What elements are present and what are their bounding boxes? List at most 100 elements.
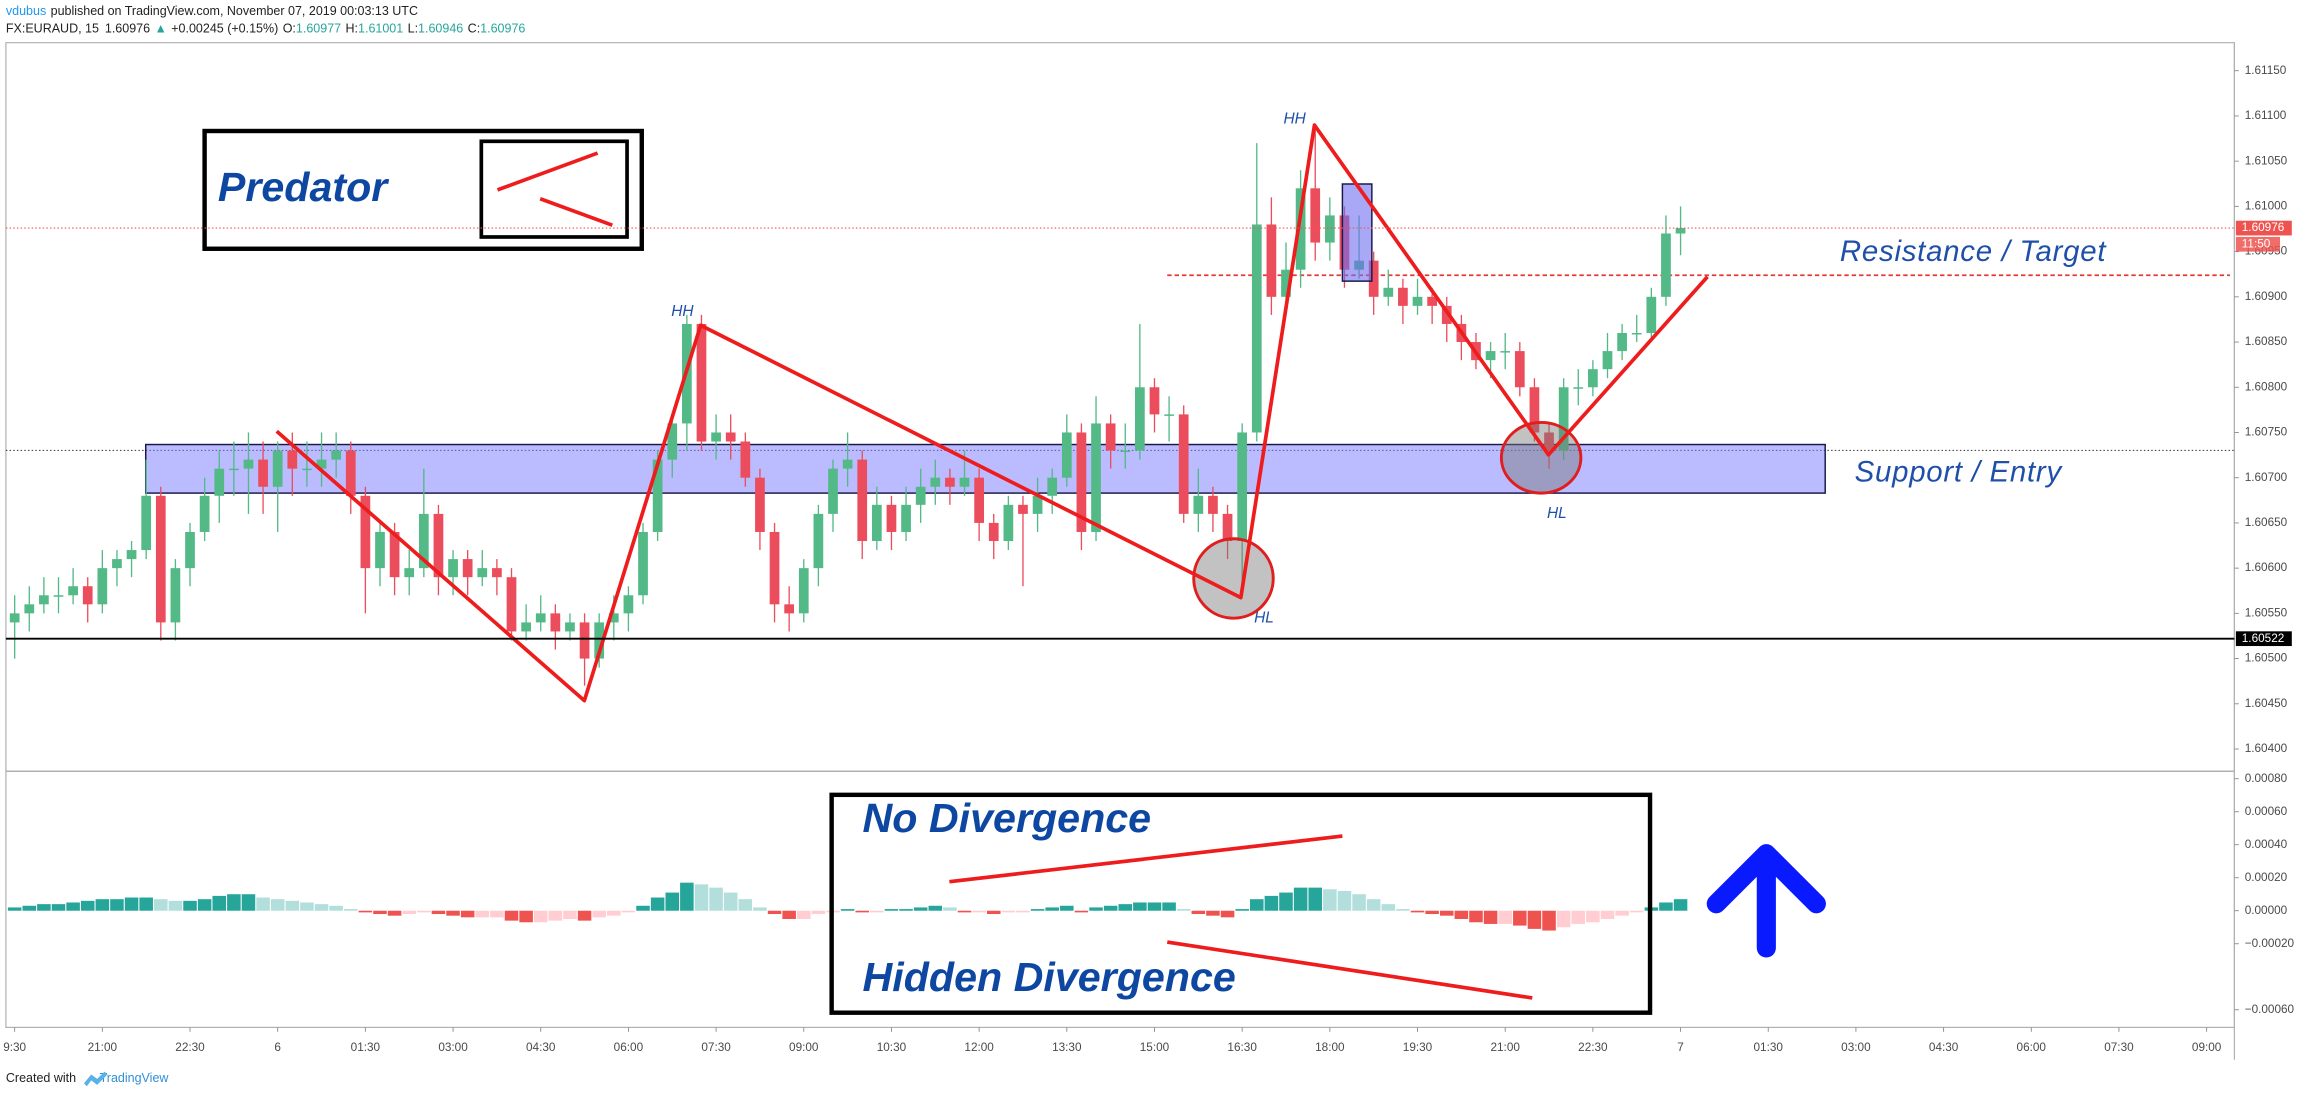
x-tick-label: 18:00 [1315, 1041, 1345, 1054]
histogram-bar [1527, 910, 1542, 929]
candle-body [1500, 351, 1511, 353]
divergence-line [949, 834, 1343, 884]
predator-box [202, 128, 644, 251]
histogram-bar [66, 902, 80, 911]
histogram-bar [1191, 910, 1206, 915]
icon-line [539, 196, 613, 227]
histogram-bar [1308, 887, 1323, 911]
countdown-tag [2235, 236, 2281, 252]
histogram-bar [1279, 892, 1293, 911]
candle-body [1631, 332, 1642, 335]
histogram-bar [723, 892, 738, 911]
histogram-bar [1659, 902, 1673, 911]
candle-body [360, 495, 371, 569]
published: published on TradingView.com, November 0… [51, 4, 418, 18]
y-tick-label: 1.61050 [2245, 154, 2288, 167]
candle-body [199, 495, 210, 532]
y-tick-label: 1.60400 [2245, 742, 2288, 755]
drawings-over: Predator Resistance / Target Support / E… [202, 110, 2107, 703]
candle-body [988, 522, 999, 542]
symbol: FX:EURAUD, 15 [6, 22, 99, 36]
candle-body [798, 568, 809, 614]
histogram-bar [358, 910, 373, 913]
histogram-bar [1323, 889, 1337, 911]
candle-body [1368, 260, 1379, 297]
candle-body [1544, 432, 1554, 451]
hl-circle [1192, 537, 1275, 620]
candle-body [711, 432, 721, 442]
indicator-drawings: No Divergence Hidden Divergence [829, 792, 1826, 1015]
divergence-box [829, 792, 1653, 1015]
candle-body [667, 423, 678, 460]
histogram-bar [139, 897, 153, 911]
histogram-bar [1176, 909, 1191, 911]
icon-line [496, 151, 599, 192]
histogram-bar [840, 909, 855, 911]
y-tick-label: 0.00020 [2245, 871, 2288, 884]
candle-body [652, 459, 663, 532]
logo [83, 1071, 108, 1087]
hh-label: HH [1284, 110, 1307, 127]
candle-body [1573, 387, 1584, 389]
y-tick-label: 0.00060 [2245, 805, 2288, 818]
x-tick-label: 22:30 [175, 1041, 205, 1054]
hh-label: HH [671, 303, 694, 320]
histogram-bar [1074, 910, 1089, 913]
candle-body [535, 613, 546, 623]
candle-body [784, 604, 795, 614]
candle-body [755, 477, 765, 532]
x-tick-label: 09:00 [789, 1041, 819, 1054]
histogram-bar [1337, 890, 1352, 911]
x-tick-label: 07:30 [701, 1041, 731, 1054]
candle-body [1588, 369, 1598, 388]
histogram-bar [1629, 910, 1644, 913]
histogram-bar [1556, 910, 1571, 928]
candle-body [1047, 477, 1058, 496]
candle-body [565, 622, 575, 632]
histogram-bar [1089, 907, 1103, 911]
x-tick-label: 04:30 [1929, 1041, 1959, 1054]
y-tick-label: −0.00020 [2245, 937, 2295, 950]
histogram-bar [1220, 910, 1235, 918]
histogram-bar [1366, 899, 1381, 911]
histogram-bar [533, 910, 548, 923]
histogram-bar [577, 910, 592, 921]
histogram-bar [548, 910, 563, 921]
y-tick-label: 1.60550 [2245, 606, 2288, 619]
x-tick-label: 01:30 [351, 1041, 381, 1054]
candle-body [1266, 224, 1277, 297]
candle-body [1003, 504, 1014, 542]
candle-body [345, 450, 356, 496]
candle-body [579, 622, 590, 659]
histogram-bar [490, 910, 504, 918]
price-tag-label: 1.60522 [2242, 632, 2285, 645]
candle-body [1076, 432, 1087, 532]
candle-body [1558, 387, 1569, 451]
histogram-bar [957, 910, 972, 913]
x-tick-label: 21:00 [88, 1041, 118, 1054]
histogram-bar [343, 909, 358, 911]
histogram-bar [300, 902, 314, 911]
histogram-bar [913, 907, 928, 911]
histogram-bar [811, 910, 826, 915]
histogram-bar [197, 899, 212, 911]
predator-icon-box [479, 139, 629, 239]
candle-body [1091, 423, 1101, 532]
footer-brand: TradingView [100, 1071, 170, 1085]
histogram-bar [1571, 910, 1586, 924]
candle-body [112, 559, 122, 569]
y-tick-label: 1.60850 [2245, 335, 2288, 348]
header-line: vdubus published on TradingView.com, Nove… [6, 4, 418, 18]
y-tick-label: 1.60650 [2245, 516, 2288, 529]
y-tick-label: −0.00060 [2245, 1003, 2295, 1016]
candle-body [623, 595, 634, 614]
candle-body [126, 550, 137, 560]
y-tick-label: 0.00080 [2245, 772, 2288, 785]
candle-body [53, 595, 64, 597]
histogram-bar [475, 910, 490, 918]
up-arrow [1706, 844, 1826, 958]
histogram-bar [1542, 910, 1556, 931]
candle-body [915, 486, 926, 505]
